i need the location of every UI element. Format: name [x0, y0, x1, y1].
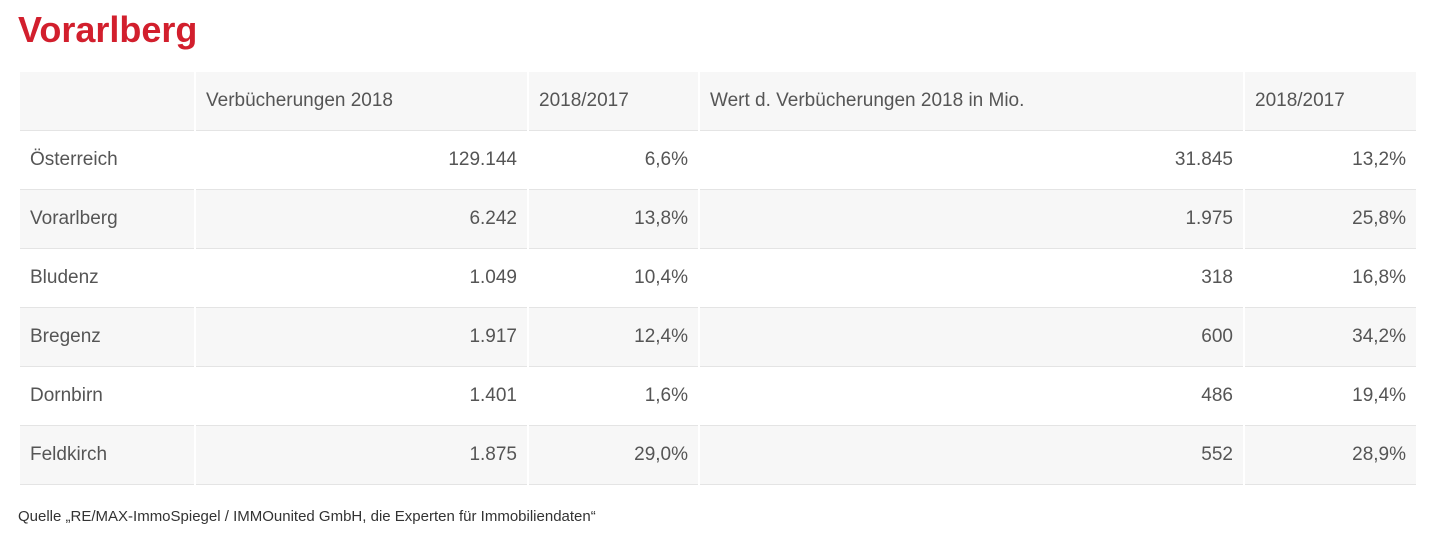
page-title: Vorarlberg	[18, 9, 198, 50]
cell-region: Dornbirn	[20, 367, 194, 426]
cell-value: 486	[700, 367, 1243, 426]
cell-registrations: 1.049	[196, 249, 527, 308]
table-row: Bludenz 1.049 10,4% 318 16,8%	[20, 249, 1416, 308]
cell-registrations: 6.242	[196, 190, 527, 249]
cell-registrations: 129.144	[196, 131, 527, 190]
cell-registrations-change: 10,4%	[529, 249, 698, 308]
table-row: Österreich 129.144 6,6% 31.845 13,2%	[20, 131, 1416, 190]
cell-registrations-change: 12,4%	[529, 308, 698, 367]
table-header-row: Verbücherungen 2018 2018/2017 Wert d. Ve…	[20, 72, 1416, 131]
cell-value-change: 25,8%	[1245, 190, 1416, 249]
cell-registrations-change: 6,6%	[529, 131, 698, 190]
cell-region: Österreich	[20, 131, 194, 190]
statistics-table: Verbücherungen 2018 2018/2017 Wert d. Ve…	[18, 72, 1418, 485]
cell-value-change: 19,4%	[1245, 367, 1416, 426]
cell-value-change: 34,2%	[1245, 308, 1416, 367]
cell-registrations-change: 29,0%	[529, 426, 698, 485]
header-region	[20, 72, 194, 131]
cell-registrations: 1.401	[196, 367, 527, 426]
cell-region: Vorarlberg	[20, 190, 194, 249]
cell-value-change: 13,2%	[1245, 131, 1416, 190]
header-registrations: Verbücherungen 2018	[196, 72, 527, 131]
cell-value: 31.845	[700, 131, 1243, 190]
cell-value-change: 16,8%	[1245, 249, 1416, 308]
cell-value: 1.975	[700, 190, 1243, 249]
header-registrations-change: 2018/2017	[529, 72, 698, 131]
cell-registrations: 1.875	[196, 426, 527, 485]
cell-value: 600	[700, 308, 1243, 367]
cell-registrations-change: 1,6%	[529, 367, 698, 426]
table-row: Feldkirch 1.875 29,0% 552 28,9%	[20, 426, 1416, 485]
cell-registrations-change: 13,8%	[529, 190, 698, 249]
cell-registrations: 1.917	[196, 308, 527, 367]
table-row: Bregenz 1.917 12,4% 600 34,2%	[20, 308, 1416, 367]
cell-value-change: 28,9%	[1245, 426, 1416, 485]
source-note: Quelle „RE/MAX-ImmoSpiegel / IMMOunited …	[18, 508, 596, 525]
cell-region: Bludenz	[20, 249, 194, 308]
cell-region: Bregenz	[20, 308, 194, 367]
header-value-change: 2018/2017	[1245, 72, 1416, 131]
table-row: Vorarlberg 6.242 13,8% 1.975 25,8%	[20, 190, 1416, 249]
table-row: Dornbirn 1.401 1,6% 486 19,4%	[20, 367, 1416, 426]
cell-value: 552	[700, 426, 1243, 485]
cell-value: 318	[700, 249, 1243, 308]
header-value: Wert d. Verbücherungen 2018 in Mio.	[700, 72, 1243, 131]
cell-region: Feldkirch	[20, 426, 194, 485]
